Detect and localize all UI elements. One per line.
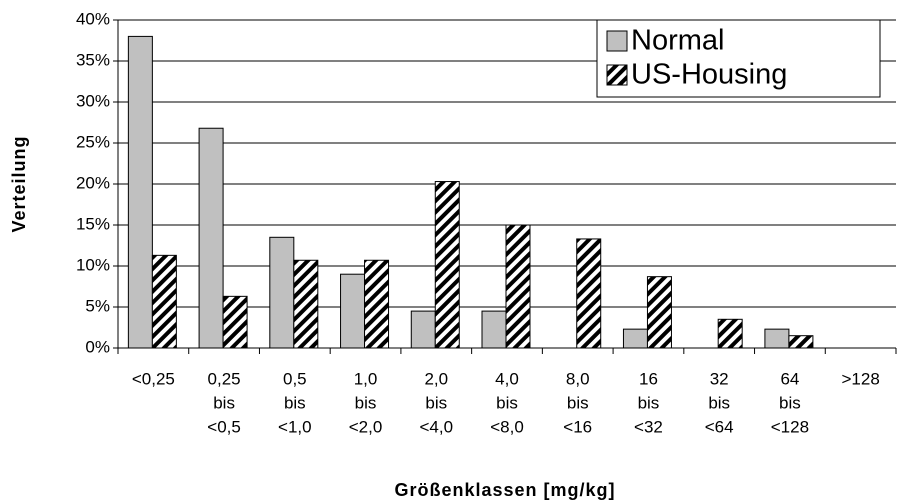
x-tick-label: 0,5 [283,369,307,388]
bar [505,224,531,349]
bar [717,318,743,349]
bar [434,181,460,349]
x-tick-label: bis [284,393,306,412]
x-tick-label: <32 [634,417,663,436]
x-tick-label: bis [567,393,589,412]
x-tick-label: bis [355,393,377,412]
bar [410,310,436,349]
y-tick-label: 30% [76,91,110,110]
bar [364,259,390,349]
x-tick-label: 4,0 [495,369,519,388]
y-tick-label: 15% [76,214,110,233]
legend-box [596,19,881,98]
bar [293,259,319,349]
x-tick-label: >128 [841,369,879,388]
legend-label: US-Housing [631,59,787,91]
bar [764,328,790,349]
y-tick-label: 0% [85,337,110,356]
x-tick-label: <0,25 [132,369,175,388]
x-tick-label: <8,0 [490,417,524,436]
y-tick-label: 35% [76,50,110,69]
bar [622,328,648,349]
x-tick-label: bis [779,393,801,412]
bar [151,254,177,349]
x-tick-label: bis [638,393,660,412]
x-tick-label: 0,25 [208,369,241,388]
x-tick-label: <16 [563,417,592,436]
x-axis-title: Größenklassen [mg/kg] [394,480,615,500]
x-tick-label: <128 [771,417,809,436]
legend-swatch [606,64,628,86]
bar [269,236,295,349]
bar [646,276,672,349]
y-tick-label: 5% [85,296,110,315]
bar [481,310,507,349]
x-tick-label: 8,0 [566,369,590,388]
x-tick-label: bis [708,393,730,412]
x-tick-label: 2,0 [424,369,448,388]
x-tick-label: bis [496,393,518,412]
x-tick-label: <64 [705,417,734,436]
x-tick-label: <4,0 [419,417,453,436]
x-tick-label: bis [425,393,447,412]
x-tick-label: 64 [780,369,799,388]
legend-label: Normal [631,25,724,57]
bar [340,273,366,349]
x-tick-label: <0,5 [207,417,241,436]
x-tick-label: 32 [710,369,729,388]
bar [127,35,153,349]
y-tick-label: 20% [76,173,110,192]
bar [788,335,814,349]
bar [222,295,248,349]
bar [576,238,602,349]
y-tick-label: 40% [76,9,110,28]
x-tick-label: 1,0 [354,369,378,388]
x-tick-label: bis [213,393,235,412]
y-axis-title: Verteilung [9,135,29,232]
x-tick-label: 16 [639,369,658,388]
y-tick-label: 10% [76,255,110,274]
bar [198,127,224,349]
y-tick-label: 25% [76,132,110,151]
legend-swatch [606,30,628,52]
x-tick-label: <2,0 [349,417,383,436]
x-tick-label: <1,0 [278,417,312,436]
